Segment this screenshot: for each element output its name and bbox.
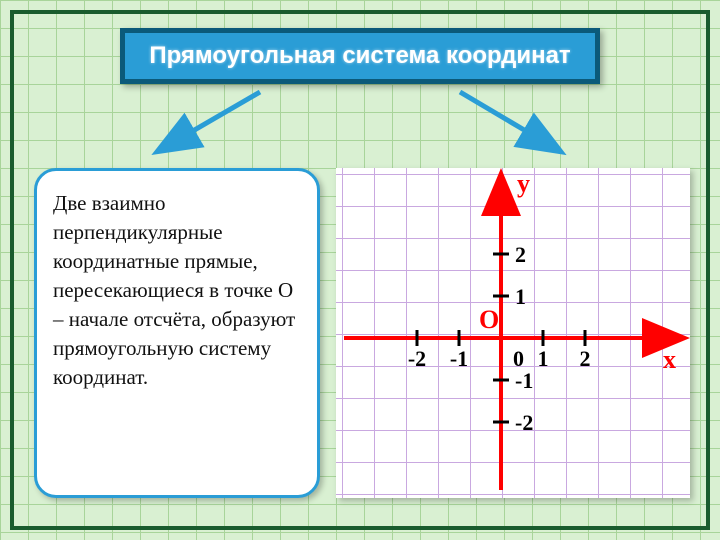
- title-text: Прямоугольная система координат: [149, 42, 570, 70]
- svg-text:-2: -2: [515, 410, 533, 435]
- svg-text:-1: -1: [450, 346, 468, 371]
- definition-text: Две взаимно перпендикулярные координатны…: [53, 191, 295, 389]
- axes-svg: -2-1012-2-112Оху: [336, 168, 690, 498]
- svg-text:-1: -1: [515, 368, 533, 393]
- svg-text:О: О: [479, 305, 499, 334]
- definition-box: Две взаимно перпендикулярные координатны…: [34, 168, 320, 498]
- svg-text:х: х: [663, 345, 676, 374]
- svg-text:1: 1: [515, 284, 526, 309]
- svg-text:-2: -2: [408, 346, 426, 371]
- svg-text:1: 1: [538, 346, 549, 371]
- svg-text:2: 2: [515, 242, 526, 267]
- svg-text:у: у: [517, 169, 530, 198]
- coordinate-chart: -2-1012-2-112Оху: [336, 168, 690, 498]
- title-box: Прямоугольная система координат: [120, 28, 600, 84]
- svg-text:2: 2: [580, 346, 591, 371]
